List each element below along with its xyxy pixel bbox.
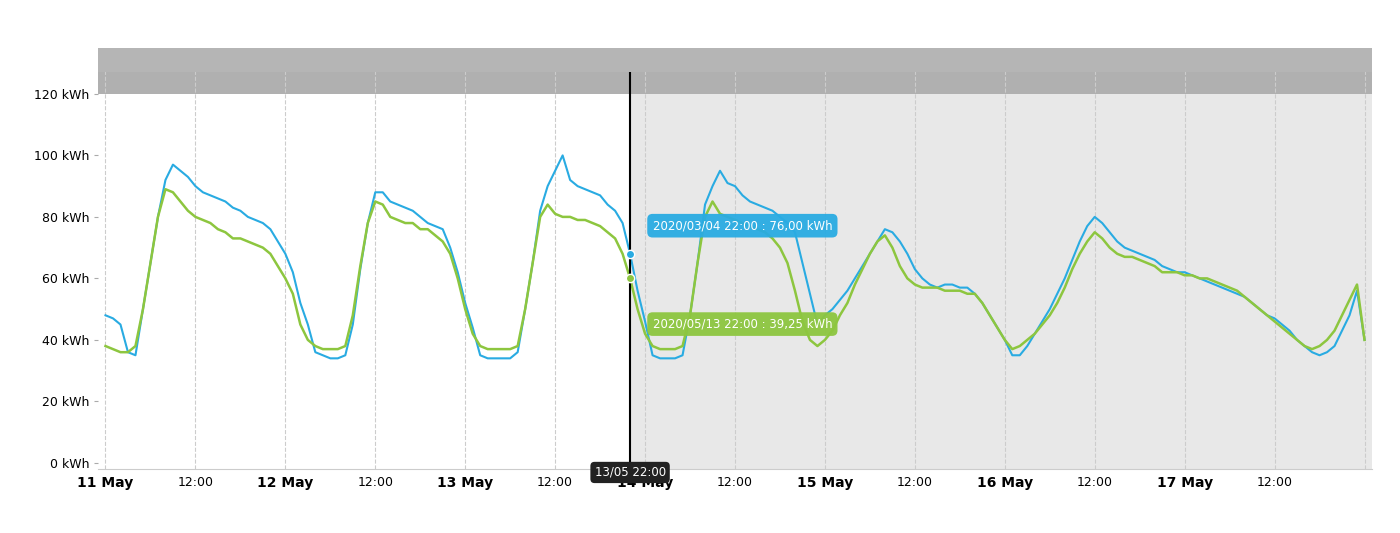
Bar — [98, 69, 1372, 94]
Bar — [630, 69, 1372, 469]
Text: 13/05 22:00: 13/05 22:00 — [595, 466, 665, 479]
Text: 2020/05/13 22:00 : 39,25 kWh: 2020/05/13 22:00 : 39,25 kWh — [652, 318, 832, 330]
Text: 2020/03/04 22:00 : 76,00 kWh: 2020/03/04 22:00 : 76,00 kWh — [652, 219, 832, 232]
Legend: 11/05/2020 - 17/05/2020, 02/03/2020 - 08/03/2020: 11/05/2020 - 17/05/2020, 02/03/2020 - 08… — [182, 532, 636, 533]
